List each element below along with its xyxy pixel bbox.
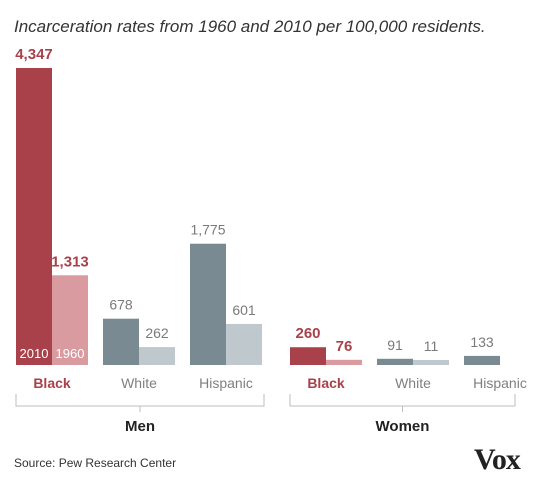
value-label-men-white-1960: 262 — [145, 325, 169, 341]
value-label-women-white-1960: 11 — [424, 338, 439, 354]
group-braces-layer: Men Women — [15, 394, 516, 435]
vox-logo: Vox — [474, 443, 521, 476]
value-label-men-hispanic-2010: 1,775 — [190, 222, 225, 238]
value-label-men-black-1960: 1,313 — [51, 253, 89, 270]
bar-men-black-1960 — [52, 275, 88, 365]
group-label-women: Women — [376, 418, 430, 435]
bar-men-hispanic-2010 — [190, 243, 226, 365]
category-label-women-white: White — [395, 375, 431, 391]
year-label-1960: 1960 — [56, 346, 85, 361]
category-labels-layer: Black White Hispanic Black White Hispanic — [33, 375, 527, 391]
bar-women-black-2010 — [290, 347, 326, 365]
value-label-men-hispanic-1960: 601 — [232, 302, 256, 318]
bar-men-hispanic-1960 — [226, 323, 262, 365]
category-label-men-hispanic: Hispanic — [199, 375, 253, 391]
bar-women-white-2010 — [377, 358, 413, 365]
bar-women-white-1960 — [413, 360, 449, 365]
category-label-men-black: Black — [33, 375, 71, 391]
group-label-men: Men — [125, 418, 155, 435]
value-label-women-hispanic-2010: 133 — [470, 334, 494, 350]
category-label-men-white: White — [121, 375, 157, 391]
chart-title: Incarceration rates from 1960 and 2010 p… — [14, 17, 486, 36]
bar-women-hispanic-2010 — [464, 355, 500, 365]
value-label-women-white-2010: 91 — [387, 337, 403, 353]
labels-layer: 4,347 2010 1,313 1960 678 262 1,775 601 260 76 91 1… — [15, 46, 494, 361]
value-label-women-black-1960: 76 — [336, 338, 353, 355]
bar-women-black-1960 — [326, 359, 362, 365]
brace-men — [15, 394, 265, 412]
value-label-men-black-2010: 4,347 — [15, 46, 53, 63]
category-label-women-hispanic: Hispanic — [473, 375, 527, 391]
bars-layer — [16, 68, 500, 365]
source-note: Source: Pew Research Center — [14, 456, 176, 470]
bar-men-white-2010 — [103, 318, 139, 365]
year-label-2010: 2010 — [20, 346, 49, 361]
category-label-women-black: Black — [307, 375, 345, 391]
value-label-men-white-2010: 678 — [109, 297, 133, 313]
bar-men-white-1960 — [139, 347, 175, 365]
value-label-women-black-2010: 260 — [295, 325, 320, 342]
bar-men-black-2010 — [16, 68, 52, 365]
brace-women — [289, 394, 516, 412]
